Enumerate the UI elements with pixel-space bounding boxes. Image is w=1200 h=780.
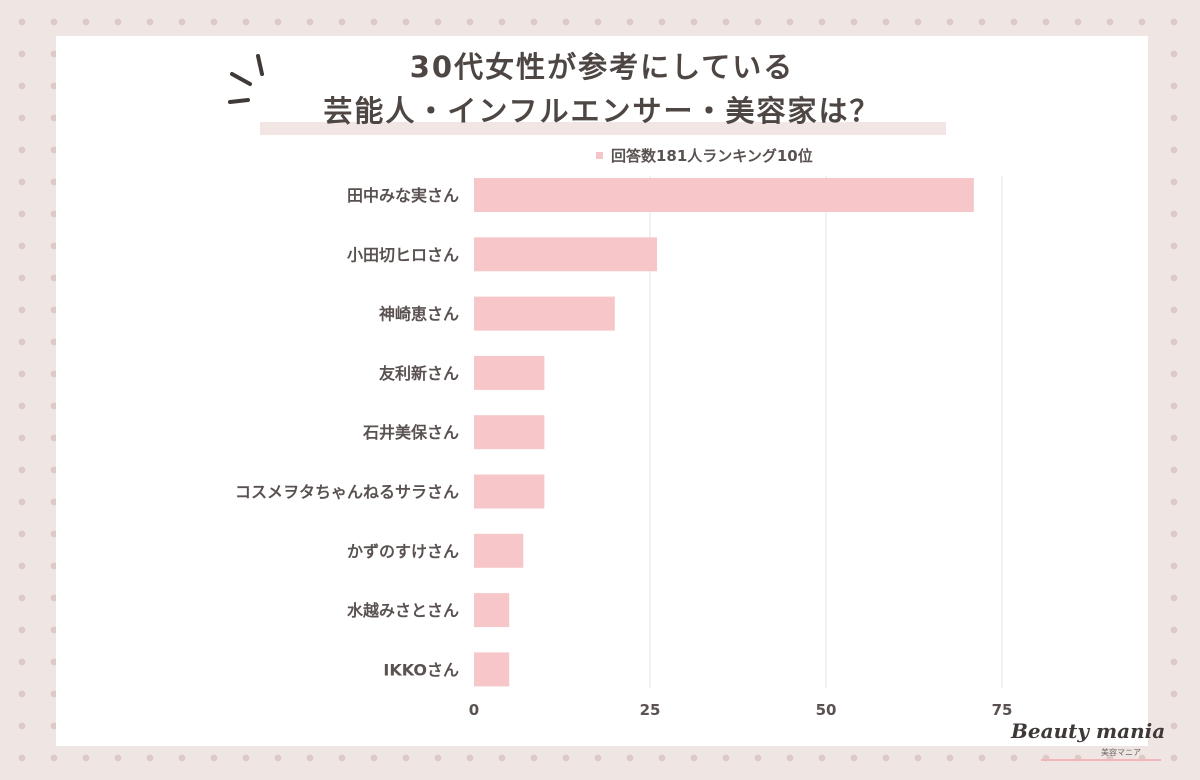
category-label: 小田切ヒロさん (347, 245, 459, 264)
chart-title-line-1: 30代女性が参考にしている (409, 50, 795, 84)
x-tick-label: 0 (469, 701, 479, 719)
x-tick-label: 25 (640, 701, 661, 719)
category-label: 石井美保さん (362, 423, 459, 442)
bar (474, 237, 658, 272)
brand-name: Beauty mania (1011, 719, 1166, 743)
category-label: コスメヲタちゃんねるサラさん (235, 483, 459, 502)
bar (474, 474, 545, 509)
bar (474, 178, 974, 212)
bar (474, 533, 524, 568)
chart-title: 30代女性が参考にしている 芸能人・インフルエンサー・美容家は？ (56, 36, 1148, 146)
category-label: IKKOさん (383, 660, 459, 679)
legend-label: 回答数181人ランキング10位 (611, 146, 813, 165)
x-tick-label: 50 (816, 701, 837, 719)
category-label: 友利新さん (379, 364, 459, 383)
legend: 回答数181人ランキング10位 (596, 144, 813, 166)
chart-card: 30代女性が参考にしている 芸能人・インフルエンサー・美容家は？ 回答数181人… (56, 36, 1165, 761)
category-label: 田中みな実さん (347, 186, 459, 205)
category-label: 水越みさとさん (347, 601, 459, 620)
bar (474, 415, 545, 450)
bar (474, 296, 615, 331)
brand-logo: Beauty mania 美容マニア (1011, 719, 1181, 769)
emphasis-marks-icon (228, 54, 264, 104)
x-tick-label: 75 (992, 701, 1013, 719)
bar (474, 652, 510, 687)
title-underline-highlight (260, 122, 946, 135)
bar (474, 593, 510, 628)
chart-title-line-2: 芸能人・インフルエンサー・美容家は？ (323, 94, 881, 128)
legend-swatch (596, 151, 603, 159)
brand-subtitle: 美容マニア (1101, 748, 1141, 757)
brand-underline (1041, 759, 1161, 761)
bar-chart: 0 25 50 75 田中みな実さん小田切ヒロさん神崎恵さん友利新さん石井美保さんコスメ… (235, 176, 1013, 719)
category-label: 神崎恵さん (379, 305, 459, 324)
category-label: かずのすけさん (347, 542, 459, 561)
bar (474, 355, 545, 390)
